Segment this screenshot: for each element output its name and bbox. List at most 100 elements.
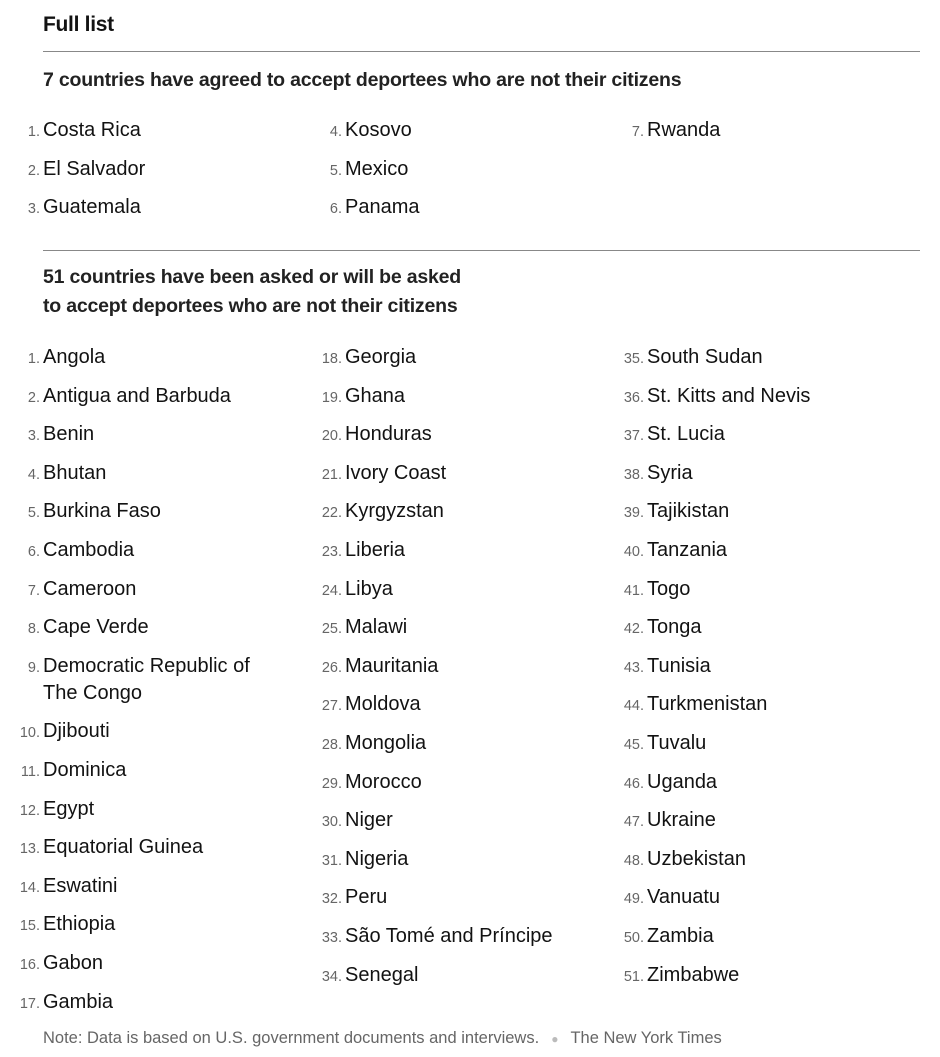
- list-column: 1. Angola 2. Antigua and Barbuda 3. Benin 4. Bh…: [0, 344, 302, 1027]
- item-number: 42.: [623, 621, 644, 638]
- list-item: 4. Kosovo: [302, 117, 604, 144]
- country-name: Cape Verde: [43, 616, 149, 639]
- item-number: 44.: [623, 698, 644, 715]
- item-number: 11.: [20, 763, 40, 780]
- item-number: 15.: [19, 918, 40, 935]
- country-name: Nigeria: [345, 847, 409, 870]
- country-name: Uzbekistan: [647, 847, 746, 870]
- country-name: Tajikistan: [647, 500, 730, 523]
- country-name: Cambodia: [43, 538, 135, 561]
- list-item: 3. Guatemala: [0, 194, 302, 221]
- country-name: Honduras: [345, 423, 432, 446]
- country-name: Mexico: [345, 157, 409, 180]
- item-number: 41.: [623, 582, 644, 599]
- item-number: 23.: [321, 543, 342, 560]
- list-item: 42. Tonga: [604, 614, 906, 641]
- country-name: Zimbabwe: [647, 963, 740, 986]
- item-number: 49.: [623, 891, 644, 908]
- item-number: 26.: [321, 659, 342, 676]
- list-item: 15. Ethiopia: [0, 911, 302, 938]
- country-name: South Sudan: [647, 346, 763, 368]
- list-item: 44. Turkmenistan: [604, 691, 906, 718]
- list-item: 4. Bhutan: [0, 460, 302, 487]
- list-item: 34. Senegal: [302, 962, 604, 989]
- item-number: 24.: [321, 582, 342, 599]
- country-name: Guatemala: [43, 196, 141, 219]
- country-name: Kosovo: [345, 119, 412, 141]
- item-number: 35.: [623, 351, 644, 367]
- country-name: Mauritania: [345, 654, 439, 677]
- country-name: Cameroon: [43, 577, 137, 600]
- item-number: 50.: [623, 929, 644, 946]
- list-item: 49. Vanuatu: [604, 884, 906, 911]
- list-item: 32. Peru: [302, 884, 604, 911]
- item-number: 32.: [321, 891, 342, 908]
- item-number: 10.: [19, 725, 40, 742]
- item-number: 29.: [321, 775, 342, 792]
- country-name: Angola: [43, 346, 106, 368]
- item-number: 20.: [321, 428, 342, 445]
- section-heading-agreed: 7 countries have agreed to accept deport…: [43, 69, 682, 91]
- item-number: 33.: [321, 929, 342, 946]
- country-name: El Salvador: [43, 157, 146, 180]
- list-item: 17. Gambia: [0, 989, 302, 1016]
- country-name: Dominica: [43, 758, 127, 781]
- list-item: 26. Mauritania: [302, 653, 604, 680]
- source-credit: The New York Times: [570, 1029, 722, 1047]
- item-number: 19.: [321, 389, 342, 406]
- country-name: Benin: [43, 423, 95, 446]
- list-item: 2. El Salvador: [0, 156, 302, 183]
- item-number: 17.: [19, 995, 40, 1012]
- country-name: Morocco: [345, 770, 422, 793]
- list-item: 41. Togo: [604, 576, 906, 603]
- list-item: 33. São Tomé and Príncipe: [302, 923, 604, 950]
- item-number: 9.: [27, 659, 40, 676]
- list-item: 37. St. Lucia: [604, 421, 906, 448]
- country-name: Ethiopia: [43, 913, 116, 936]
- country-name: Equatorial Guinea: [43, 836, 204, 859]
- section-heading-line: 51 countries have been asked or will be …: [43, 266, 462, 288]
- item-number: 30.: [321, 814, 342, 831]
- list-item: 30. Niger: [302, 807, 604, 834]
- item-number: 2.: [27, 389, 40, 406]
- item-number: 28.: [321, 736, 342, 753]
- country-name: Uganda: [647, 770, 718, 793]
- item-number: 34.: [321, 968, 342, 985]
- country-name: St. Lucia: [647, 423, 725, 446]
- country-name: Costa Rica: [43, 119, 141, 141]
- country-name: Gambia: [43, 990, 114, 1013]
- country-name: Gabon: [43, 951, 104, 974]
- item-number: 7.: [27, 582, 40, 599]
- country-name: Liberia: [345, 538, 406, 561]
- item-number: 14.: [19, 879, 40, 896]
- asked-countries-list: 1. Angola 2. Antigua and Barbuda 3. Benin 4. Bh…: [0, 344, 920, 1027]
- country-name: St. Kitts and Nevis: [647, 384, 811, 407]
- list-item: 39. Tajikistan: [604, 498, 906, 525]
- item-number: 1.: [27, 124, 40, 140]
- country-name: Ghana: [345, 384, 406, 407]
- item-number: 48.: [623, 852, 644, 869]
- country-name: Panama: [345, 196, 420, 219]
- item-number: 25.: [321, 621, 342, 638]
- country-name: Zambia: [647, 924, 714, 947]
- country-name: Turkmenistan: [647, 693, 768, 716]
- list-item: 28. Mongolia: [302, 730, 604, 757]
- agreed-countries-list: 1. Costa Rica 2. El Salvador 3. Guatemala 4. Ko…: [0, 117, 920, 233]
- divider: [43, 51, 920, 52]
- list-item: 20. Honduras: [302, 421, 604, 448]
- item-number: 1.: [27, 351, 40, 367]
- country-name: Ukraine: [647, 809, 716, 832]
- country-name: Kyrgyzstan: [345, 500, 444, 523]
- country-name: Niger: [345, 809, 393, 832]
- list-item: 9. Democratic Republic of The Congo: [0, 653, 302, 707]
- country-name: Eswatini: [43, 874, 118, 897]
- list-item: 43. Tunisia: [604, 653, 906, 680]
- item-number: 21.: [321, 466, 342, 483]
- list-item: 1. Angola: [0, 344, 302, 371]
- list-item: 11. Dominica: [0, 757, 302, 784]
- item-number: 4.: [329, 124, 342, 140]
- country-name: Democratic Republic of The Congo: [43, 654, 250, 704]
- list-item: 3. Benin: [0, 421, 302, 448]
- item-number: 13.: [19, 841, 40, 858]
- item-number: 36.: [623, 389, 644, 406]
